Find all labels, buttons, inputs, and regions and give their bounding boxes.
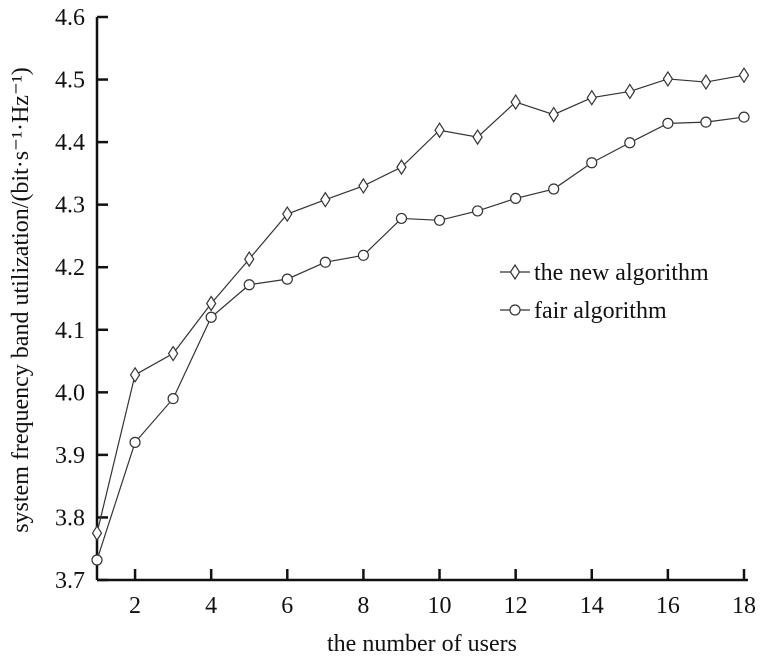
circle-data-point [510, 192, 522, 205]
legend: the new algorithm fair algorithm [500, 260, 709, 324]
circle-data-point [319, 256, 331, 268]
circle-data-point [243, 279, 255, 291]
circle-data-point [662, 117, 674, 129]
x-axis-ticks: 2 4 6 8 10 12 14 16 18 [129, 569, 756, 619]
y-tick-label: 4.1 [55, 318, 85, 344]
diamond-data-point [624, 83, 636, 100]
circle-data-point [357, 249, 370, 261]
legend-diamond-icon [509, 263, 521, 281]
diamond-data-point [396, 159, 407, 176]
y-tick-label: 4.0 [55, 380, 85, 406]
circle-data-point [471, 205, 484, 217]
legend-label: fair algorithm [534, 298, 667, 324]
diamond-data-point [434, 122, 445, 139]
y-tick-label: 4.2 [55, 255, 85, 281]
circle-data-point [167, 392, 179, 405]
diamond-data-point [129, 366, 141, 383]
x-tick-label: 6 [281, 593, 293, 619]
diamond-data-point [738, 67, 750, 84]
y-tick-label: 3.8 [55, 505, 85, 531]
circle-data-point [738, 111, 750, 123]
x-tick-label: 12 [504, 593, 528, 619]
diamond-data-point [586, 89, 597, 106]
circle-data-point [548, 183, 560, 195]
y-axis-title: system frequency band utilization/(bit·s… [8, 67, 34, 533]
series-layer [91, 67, 750, 566]
circle-data-point [433, 214, 446, 226]
series-1 [91, 67, 750, 542]
diamond-data-point [244, 250, 255, 268]
legend-item: fair algorithm [500, 298, 667, 324]
axes [95, 17, 748, 582]
circle-data-point [205, 311, 217, 323]
y-tick-label: 3.9 [55, 443, 85, 469]
circle-data-point [586, 157, 598, 169]
circle-data-point [281, 273, 293, 285]
diamond-data-point [167, 345, 179, 362]
x-tick-label: 14 [580, 593, 604, 619]
y-tick-label: 4.6 [55, 5, 85, 31]
x-tick-label: 2 [129, 593, 141, 619]
x-tick-label: 18 [732, 593, 756, 619]
y-tick-label: 3.7 [55, 568, 85, 594]
diamond-data-point [662, 70, 674, 88]
circle-data-point [91, 554, 103, 566]
series-2 [91, 111, 750, 566]
diamond-data-point [358, 177, 369, 195]
legend-label: the new algorithm [534, 260, 709, 286]
series-line [96, 116, 745, 561]
legend-item: the new algorithm [500, 260, 709, 286]
circle-data-point [129, 436, 141, 448]
diamond-data-point [700, 73, 712, 91]
diamond-data-point [320, 191, 331, 208]
y-tick-label: 4.4 [55, 130, 85, 156]
circle-data-point [700, 116, 712, 128]
x-tick-label: 4 [205, 593, 217, 619]
legend-circle-icon [509, 304, 521, 316]
y-tick-label: 4.5 [55, 68, 85, 94]
diamond-data-point [548, 106, 559, 123]
diamond-data-point [282, 205, 293, 223]
diamond-data-point [91, 524, 103, 542]
x-tick-label: 10 [428, 593, 452, 619]
x-tick-label: 16 [656, 593, 680, 619]
x-axis-title: the number of users [327, 631, 517, 657]
y-axis-ticks: 3.7 3.8 3.9 4.0 4.1 4.2 4.3 4.4 4.5 4.6 [55, 5, 108, 594]
x-tick-label: 8 [357, 593, 369, 619]
y-tick-label: 4.3 [55, 193, 85, 219]
diamond-data-point [472, 128, 483, 146]
series-line [96, 74, 745, 534]
diamond-data-point [205, 295, 217, 312]
circle-data-point [624, 137, 636, 149]
circle-data-point [395, 212, 408, 225]
diamond-data-point [510, 93, 521, 111]
